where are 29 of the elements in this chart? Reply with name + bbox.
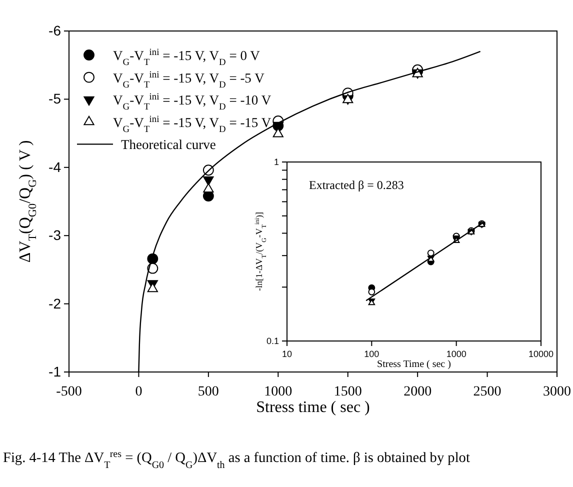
x-tick-label: 2500 (473, 384, 502, 400)
legend-label: V$_{G}$-V$_{T}$$^{ini}$ = -15 V, V$_{D}$ = 0 V (113, 48, 260, 68)
y-tick-label: -3 (48, 227, 62, 244)
x-axis-title: Stress time ( sec ) (256, 399, 370, 416)
x-tick-label: 10000 (528, 349, 554, 360)
x-tick-label: 500 (198, 384, 219, 400)
x-tick-label: 1000 (264, 384, 292, 400)
y-tick-label: -6 (48, 22, 62, 38)
x-tick-label: 0 (135, 384, 142, 400)
y-tick-label: -2 (48, 295, 62, 312)
y-tick-label: 0.1 (266, 336, 279, 346)
x-tick-label: 100 (364, 349, 380, 360)
x-tick-label: 1000 (446, 349, 466, 360)
y-tick-label: -5 (48, 90, 62, 107)
x-tick-label: -500 (56, 384, 82, 400)
x-tick-label: 2000 (404, 384, 432, 400)
x-tick-label: 1500 (334, 384, 362, 400)
annotation: Extracted β = 0.283 (309, 178, 404, 192)
legend-label: V$_{G}$-V$_{T}$$^{ini}$ = -15 V, V$_{D}$ = -15 V (113, 114, 272, 135)
x-tick-label: 3000 (543, 384, 571, 400)
text: Fig. 4-14 The ΔV$_{T}$$^{res}$ = (Q$_{G0}$ / Q$_{G}$)ΔV$_{th}$ as a function of time. β is obtained by plot (3, 448, 470, 470)
y-tick-label: -1 (48, 363, 62, 380)
y-tick-label: 1 (274, 156, 279, 167)
legend-label: V$_{G}$-V$_{T}$$^{ini}$ = -15 V, V$_{D}$ = -10 V (113, 92, 272, 113)
y-tick-label: -4 (48, 158, 62, 175)
legend-label: V$_{G}$-V$_{T}$$^{ini}$ = -15 V, V$_{D}$ = -5 V (113, 70, 265, 90)
x-axis-title: Stress Time ( sec ) (377, 359, 451, 370)
legend-label: Theoretical curve (121, 137, 216, 152)
x-tick-label: 10 (282, 349, 292, 360)
